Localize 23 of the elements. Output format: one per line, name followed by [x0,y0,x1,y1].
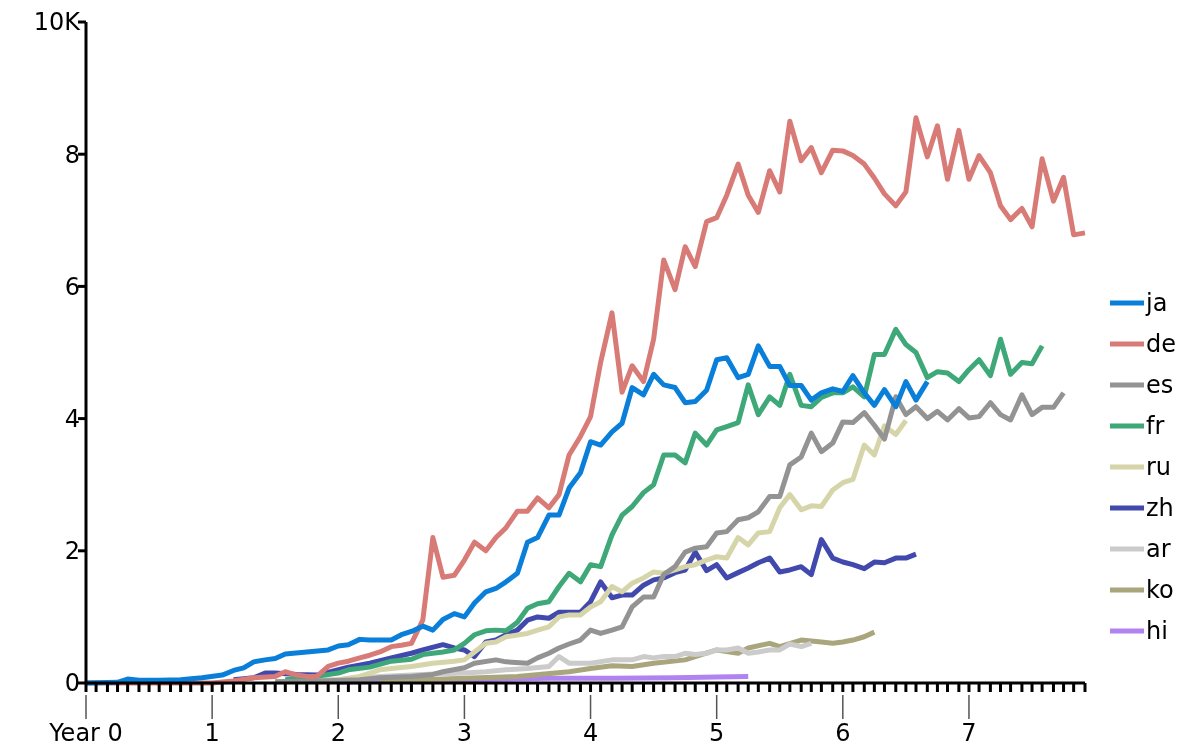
x-tick-label: 4 [582,719,599,747]
y-tick-label: 6 [64,272,80,301]
y-tick-label: 2 [64,537,80,566]
x-tick-label: 7 [961,719,977,747]
legend-label: de [1146,330,1176,359]
legend-label: ja [1145,289,1168,318]
legend-label: ar [1146,535,1171,564]
y-tick-label: 8 [64,140,80,169]
legend-label: fr [1146,412,1165,441]
x-tick-label: 2 [330,719,346,747]
legend-label: ko [1146,576,1174,605]
legend-label: hi [1146,617,1168,646]
x-tick-label: 3 [456,719,473,747]
y-tick-label: 0 [64,669,80,698]
x-tick-label: 1 [204,719,220,747]
x-tick-label: 5 [709,719,725,747]
legend-label: ru [1146,453,1172,482]
x-tick-label: 6 [835,719,851,747]
y-tick-label: 4 [64,405,80,433]
legend-label: zh [1146,494,1174,523]
legend-label: es [1146,371,1174,400]
x-tick-label: Year 0 [48,719,123,747]
y-tick-label: 10K [33,8,82,37]
